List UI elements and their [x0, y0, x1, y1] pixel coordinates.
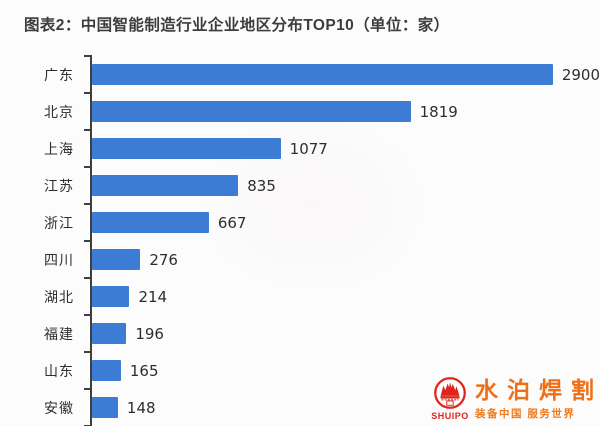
bar-row: 福建 196 [0, 314, 600, 352]
bar-row: 湖北 214 [0, 277, 600, 315]
category-label: 湖北 [44, 288, 74, 305]
value-label: 1819 [419, 102, 458, 121]
value-label: 276 [149, 250, 178, 269]
category-label: 山东 [44, 362, 74, 379]
chart-rows: 广东 2900 北京 1819 上海 1077 江苏 835 浙江 667 [0, 55, 600, 426]
category-label: 北京 [44, 103, 74, 120]
bar-track: 276 [84, 240, 600, 278]
bar-track: 2900 [84, 55, 600, 93]
category-label: 四川 [44, 251, 74, 268]
bar-track: 1077 [84, 129, 600, 167]
value-label: 1077 [289, 139, 328, 158]
category-label: 福建 [44, 325, 74, 342]
bar [92, 286, 130, 307]
value-label: 165 [129, 361, 159, 380]
bar [92, 397, 118, 418]
bar [92, 212, 209, 233]
bar-track: 835 [84, 166, 600, 204]
bar-chart: 广东 2900 北京 1819 上海 1077 江苏 835 浙江 667 [0, 55, 600, 426]
bar [92, 175, 239, 196]
chart-title: 图表2：中国智能制造行业企业地区分布TOP10（单位：家） [24, 17, 450, 34]
bar-track: 214 [84, 277, 600, 315]
brand-name-en: SHUIPO [431, 411, 469, 421]
shuipo-logo-icon [434, 377, 466, 409]
value-label: 148 [126, 398, 156, 417]
bar [92, 101, 411, 122]
category-label: 安徽 [44, 399, 74, 416]
bar-track: 196 [84, 314, 600, 352]
category-label: 浙江 [44, 214, 74, 231]
bar [92, 64, 553, 85]
bar-row: 江苏 835 [0, 166, 600, 204]
value-label: 214 [138, 287, 168, 306]
brand-logo-block: SHUIPO [430, 376, 470, 421]
value-label: 2900 [561, 65, 600, 84]
bar-row: 四川 276 [0, 240, 600, 278]
bar-track: 1819 [84, 92, 600, 130]
bar-row: 上海 1077 [0, 129, 600, 167]
category-label: 广东 [44, 66, 74, 83]
brand-tagline: 装备中国 服务世界 [475, 408, 576, 420]
value-label: 835 [247, 176, 276, 195]
brand-watermark: SHUIPO 水泊焊割 装备中国 服务世界 [430, 376, 594, 421]
brand-text-block: 水泊焊割 装备中国 服务世界 [475, 377, 594, 421]
bar [92, 323, 127, 344]
bar [92, 138, 281, 159]
bar-track: 148 [84, 388, 600, 426]
bar-row: 广东 2900 [0, 55, 600, 93]
bar-track: 667 [84, 203, 600, 241]
category-label: 江苏 [44, 177, 74, 194]
brand-name-cn: 水泊焊割 [475, 376, 600, 403]
value-label: 667 [217, 213, 247, 232]
bar [92, 249, 141, 270]
bar-track: 165 [84, 351, 600, 389]
bar-row: 安徽 148 [0, 388, 600, 426]
bar-row: 北京 1819 [0, 92, 600, 130]
bar-row: 山东 165 [0, 351, 600, 389]
bar-row: 浙江 667 [0, 203, 600, 241]
category-label: 上海 [44, 140, 74, 157]
bar [92, 360, 121, 381]
value-label: 196 [135, 324, 164, 343]
